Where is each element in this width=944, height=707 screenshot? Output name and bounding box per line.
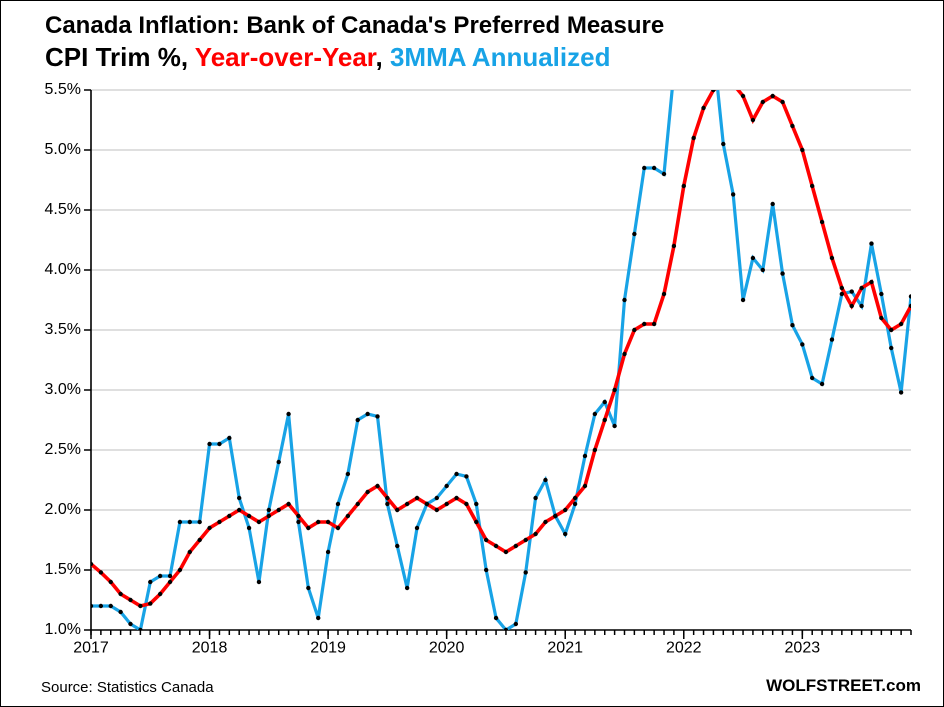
plot-area: 1.0% 1.5% 2.0% 2.5% 3.0% 3.5% 4.0% 4.5% 5.0% 5.5%…	[19, 80, 925, 670]
svg-text:2018: 2018	[192, 639, 228, 656]
chart-svg: 1.0% 1.5% 2.0% 2.5% 3.0% 3.5% 4.0% 4.5% 5.0% 5.5%…	[19, 80, 927, 670]
markers-yoy	[89, 81, 913, 607]
svg-text:2017: 2017	[73, 639, 109, 656]
svg-text:2.0%: 2.0%	[45, 501, 81, 518]
svg-text:4.5%: 4.5%	[45, 201, 81, 218]
svg-text:2022: 2022	[666, 639, 702, 656]
svg-text:2020: 2020	[429, 639, 465, 656]
series-yoy	[91, 84, 911, 606]
watermark: WOLFSTREET.com	[766, 676, 921, 696]
svg-text:3.0%: 3.0%	[45, 381, 81, 398]
chart-frame: { "title_line1": "Canada Inflation: Bank…	[0, 0, 944, 707]
title-segment-metric: CPI Trim %,	[45, 42, 195, 72]
svg-text:5.0%: 5.0%	[45, 141, 81, 158]
title-segment-yoy: Year-over-Year	[195, 42, 376, 72]
svg-text:1.0%: 1.0%	[45, 621, 81, 638]
svg-text:4.0%: 4.0%	[45, 261, 81, 278]
svg-text:2023: 2023	[785, 639, 821, 656]
chart-title-line2: CPI Trim %, Year-over-Year, 3MMA Annuali…	[45, 41, 925, 74]
title-segment-sep: ,	[376, 42, 390, 72]
chart-title-line1: Canada Inflation: Bank of Canada's Prefe…	[45, 11, 925, 41]
svg-text:5.5%: 5.5%	[45, 81, 81, 98]
svg-text:2.5%: 2.5%	[45, 441, 81, 458]
svg-text:3.5%: 3.5%	[45, 321, 81, 338]
svg-text:2021: 2021	[547, 639, 583, 656]
title-segment-3mma: 3MMA Annualized	[390, 42, 611, 72]
source-label: Source: Statistics Canada	[41, 679, 214, 696]
chart-title-block: Canada Inflation: Bank of Canada's Prefe…	[45, 11, 925, 74]
svg-text:2019: 2019	[310, 639, 346, 656]
svg-text:1.5%: 1.5%	[45, 561, 81, 578]
